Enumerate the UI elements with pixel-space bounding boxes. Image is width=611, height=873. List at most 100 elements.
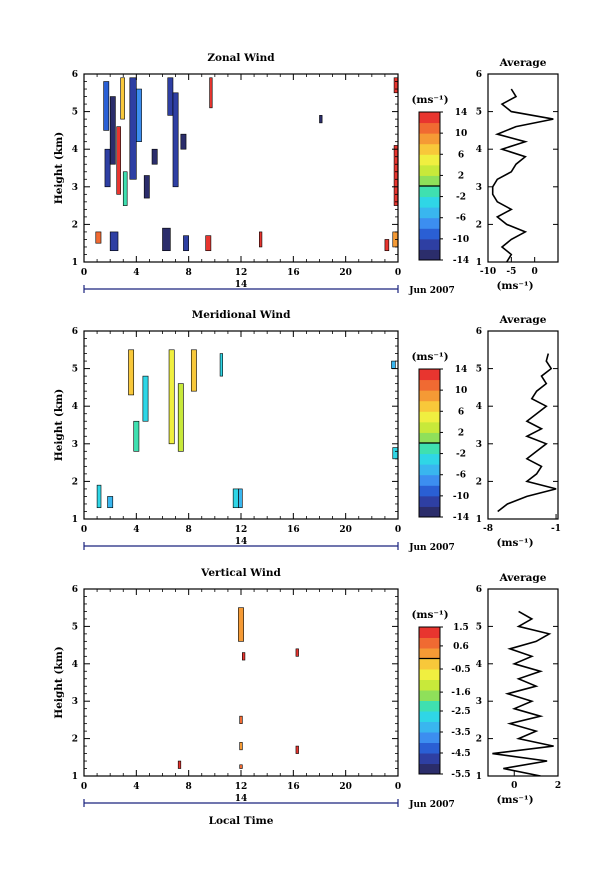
heatmap-cell [239, 764, 243, 769]
colorbar-segment [419, 421, 440, 433]
colorbar-segment [419, 122, 440, 134]
colorbar-segment [419, 164, 440, 176]
x-tick-label: 20 [339, 782, 352, 792]
x-tick-label: 12 [235, 782, 248, 792]
average-title: Average [499, 572, 547, 584]
heatmap-cell [180, 133, 187, 150]
date-day: 14 [235, 280, 248, 290]
y-tick-label: 6 [72, 585, 78, 595]
y-axis-label: Height (km) [53, 646, 65, 718]
heatmap-cell [259, 231, 263, 248]
y-tick-label: 1 [72, 515, 78, 525]
colorbar-segment [419, 453, 440, 465]
x-tick-label: 12 [235, 525, 248, 535]
colorbar-segment [419, 679, 440, 691]
avg-y-tick-label: 1 [476, 258, 482, 268]
avg-unit: (ms⁻¹) [496, 280, 533, 292]
avg-y-tick-label: 4 [476, 402, 482, 412]
colorbar-segment [419, 369, 440, 381]
avg-x-tick-label: -8 [483, 524, 493, 534]
average-title: Average [499, 314, 547, 326]
avg-y-tick-label: 4 [476, 145, 482, 155]
heatmap-cell [95, 231, 102, 244]
colorbar-tick-label: -6 [456, 214, 466, 224]
date-label: Jun 2007 [408, 800, 455, 810]
average-frame [487, 330, 559, 520]
colorbar-frame [418, 626, 441, 775]
average-frame [487, 588, 559, 777]
heatmap-cells [96, 349, 399, 509]
colorbar-tick-label: -14 [453, 513, 469, 523]
heatmap-cell [391, 360, 396, 369]
y-tick-label: 6 [72, 70, 78, 80]
colorbar-segment [419, 627, 440, 638]
colorbar-tick-label: 14 [455, 365, 468, 375]
date-day: 14 [235, 794, 248, 804]
colorbar-segment [419, 485, 440, 497]
colorbar-tick-label: -4.5 [451, 749, 470, 759]
colorbar-unit: (ms⁻¹) [411, 351, 448, 363]
avg-y-tick-label: 5 [476, 622, 482, 632]
colorbar-tick-label: -5.5 [451, 770, 470, 780]
heatmap-cell [238, 607, 244, 642]
heatmap-cell [136, 88, 142, 142]
colorbar-segment [419, 143, 440, 155]
colorbar-segment [419, 742, 440, 754]
y-tick-label: 4 [72, 145, 78, 155]
y-tick-label: 6 [72, 327, 78, 337]
colorbar-segment [419, 175, 440, 187]
avg-unit: (ms⁻¹) [496, 537, 533, 549]
avg-y-tick-label: 3 [476, 697, 482, 707]
colorbar-tick-label: -2 [456, 193, 466, 203]
panel-title: Vertical Wind [200, 567, 281, 579]
x-tick-label: 0 [395, 525, 401, 535]
y-tick-label: 3 [72, 440, 78, 450]
colorbar-segment [419, 721, 440, 733]
colorbar-tick-label: 1.5 [453, 623, 469, 633]
heatmap-cell [162, 227, 171, 252]
y-tick-label: 5 [72, 108, 78, 118]
avg-y-tick-label: 4 [476, 660, 482, 670]
heatmap-cell [295, 648, 299, 657]
avg-unit: (ms⁻¹) [496, 794, 533, 806]
heatmap-cell [116, 126, 121, 195]
heatmap-cell [319, 115, 323, 124]
colorbar-tick-label: -1.6 [451, 688, 470, 698]
heatmap-cell [177, 383, 184, 452]
heatmap-cell [219, 353, 223, 377]
heatmap-cell [120, 77, 125, 120]
y-tick-label: 3 [72, 183, 78, 193]
colorbar-tick-label: -10 [453, 492, 469, 502]
y-tick-label: 1 [72, 258, 78, 268]
heatmap-cell [239, 715, 243, 724]
y-tick-label: 5 [72, 622, 78, 632]
colorbar-segment [419, 700, 440, 712]
x-tick-label: 0 [395, 782, 401, 792]
colorbar-segment [419, 637, 440, 649]
heatmap-cell [295, 745, 299, 754]
x-tick-label: 0 [81, 268, 87, 278]
avg-y-tick-label: 2 [476, 735, 482, 745]
colorbar-segment [419, 443, 440, 455]
x-tick-label: 0 [395, 268, 401, 278]
heatmap-cell [209, 77, 213, 109]
colorbar-tick-label: -2 [456, 450, 466, 460]
y-tick-label: 4 [72, 660, 78, 670]
date-label: Jun 2007 [408, 286, 455, 296]
colorbar-segment [419, 753, 440, 764]
y-tick-label: 4 [72, 402, 78, 412]
avg-x-tick-label: -1 [551, 524, 561, 534]
heatmap-cell [104, 148, 111, 188]
avg-x-tick-label: 2 [555, 781, 561, 791]
colorbar-unit: (ms⁻¹) [411, 94, 448, 106]
heatmap-cell [183, 235, 189, 252]
y-tick-label: 5 [72, 365, 78, 375]
colorbar-segment [419, 207, 440, 219]
heatmap-cell [109, 96, 116, 165]
colorbar-segment [419, 186, 440, 198]
x-axis-label: Local Time [209, 815, 274, 827]
heatmap-cell [242, 652, 246, 661]
colorbar-segment [419, 432, 440, 444]
